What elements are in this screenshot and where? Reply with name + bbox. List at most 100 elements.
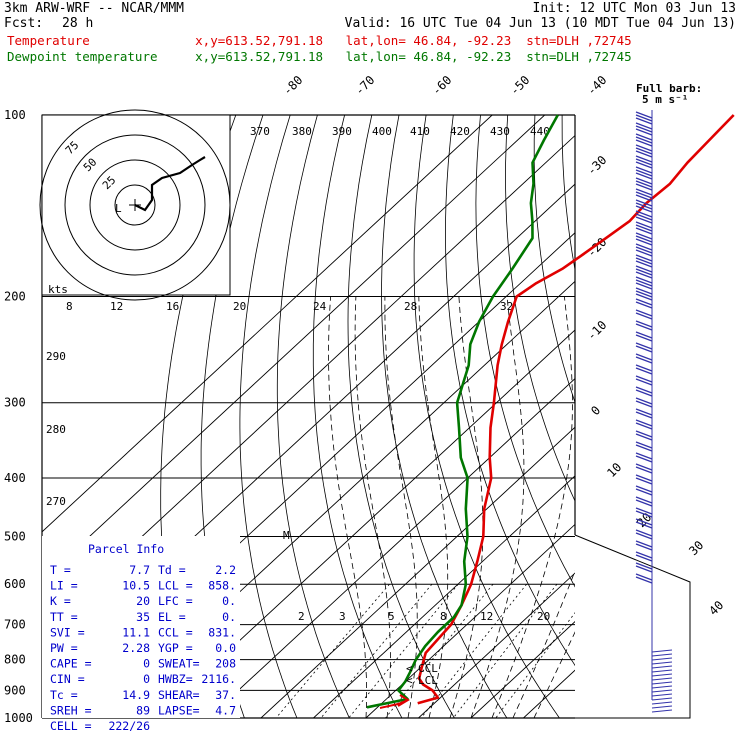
- theta-label: 380: [292, 125, 312, 138]
- parcel-info-label: LAPSE=: [158, 703, 200, 717]
- frame-right-lower: [574, 534, 691, 719]
- parcel-info-label: CCL =: [158, 625, 193, 639]
- parcel-info-value: 0.: [222, 610, 236, 624]
- isotherm-label: -10: [584, 318, 609, 343]
- wind-barb: [635, 444, 653, 452]
- wind-barb: [635, 499, 653, 507]
- wind-barb: [635, 202, 653, 210]
- wind-barb: [651, 697, 673, 701]
- lcl-marker: LCL: [418, 674, 438, 687]
- mixing-ratio-label: 20: [537, 610, 550, 623]
- wind-barb: [635, 452, 653, 460]
- wind-barb: [635, 356, 653, 364]
- wind-barb: [635, 191, 653, 199]
- ccl-marker: CCL: [418, 662, 438, 675]
- moist-adiabat-line: [449, 296, 484, 718]
- wind-barb: [635, 389, 653, 397]
- parcel-info-label: Td =: [158, 563, 186, 577]
- moist-adiabat-line: [533, 631, 575, 718]
- speed-label: 8: [66, 300, 73, 313]
- speed-label: 20: [233, 300, 246, 313]
- parcel-info-value: 2.2: [215, 563, 236, 577]
- wind-barb: [651, 665, 673, 669]
- parcel-info-label: HWBZ=: [158, 672, 193, 686]
- parcel-info-label: YGP =: [158, 641, 193, 655]
- dry-adiabat-line: [413, 115, 560, 718]
- pressure-label: 100: [4, 108, 26, 122]
- dry-adiabat-line: [533, 115, 575, 404]
- wind-barb: [635, 433, 653, 441]
- dry-adiabat-line: [276, 115, 350, 718]
- isotherm-line: [155, 329, 575, 718]
- parcel-info-label: TT =: [50, 610, 78, 624]
- wind-barb: [635, 496, 653, 504]
- wind-barb: [635, 122, 653, 130]
- header-dewpoint-line: Dewpoint temperature x,y=613.52,791.18 l…: [7, 49, 632, 64]
- wind-barb: [635, 235, 653, 243]
- isotherm-label: 10: [604, 460, 624, 480]
- pressure-label: 200: [4, 290, 26, 304]
- pressure-label: 700: [4, 618, 26, 632]
- dewpoint-trace: [366, 114, 559, 709]
- mixing-ratio-label: 3: [339, 610, 346, 623]
- isotherm-label: 0: [588, 403, 603, 418]
- wind-barb: [635, 128, 653, 136]
- dry-adiabat-line: [445, 115, 575, 667]
- wind-barb: [635, 227, 653, 235]
- theta-label: 370: [250, 125, 270, 138]
- theta-label: 400: [372, 125, 392, 138]
- dry-adiabat-line: [725, 115, 740, 718]
- wind-barb: [635, 419, 653, 427]
- wind-barb: [635, 139, 653, 147]
- wind-barb: [635, 562, 653, 570]
- pressure-label: 900: [4, 683, 26, 697]
- wind-barb: [635, 213, 653, 221]
- wind-barb: [635, 397, 653, 405]
- wind-barb: [635, 216, 653, 224]
- wind-barb: [651, 649, 673, 653]
- isotherm-line: [313, 475, 575, 718]
- mixing-ratio-line: [495, 612, 575, 718]
- wind-barb: [651, 693, 673, 697]
- wind-barb: [635, 238, 653, 246]
- header-init: Init: 12 UTC Mon 03 Jun 13: [532, 1, 737, 16]
- wind-barb: [635, 205, 653, 213]
- isotherm-label: -50: [507, 73, 532, 98]
- wind-barb: [635, 158, 653, 166]
- wind-barb: [635, 488, 653, 496]
- wind-barb: [635, 441, 653, 449]
- parcel-info-value: 0.0: [215, 641, 236, 655]
- wind-barb: [635, 254, 653, 262]
- isotherm-line: [576, 115, 740, 718]
- wind-barb: [635, 510, 653, 518]
- isotherm-label: -40: [584, 73, 609, 98]
- wind-barb: [651, 701, 673, 705]
- header-valid: Valid: 16 UTC Tue 04 Jun 13 (10 MDT Tue …: [344, 16, 736, 31]
- parcel-info-title: Parcel Info: [88, 542, 164, 556]
- wind-barb: [635, 554, 653, 562]
- wind-barb: [651, 709, 673, 713]
- wind-barb: [635, 117, 653, 125]
- isotherm-line: [523, 669, 575, 718]
- wind-note-label: Full barb:: [636, 82, 702, 95]
- mixing-ratio-line: [320, 583, 433, 718]
- wind-barb: [635, 243, 653, 251]
- wind-barb: [635, 345, 653, 353]
- dry-adiabat-line: [505, 115, 575, 502]
- mixing-ratio-line: [275, 583, 390, 718]
- parcel-info-label: LFC =: [158, 594, 193, 608]
- parcel-info-label: CELL =: [50, 719, 92, 733]
- wind-barb: [635, 133, 653, 141]
- wind-barb: [635, 301, 653, 309]
- wind-barb: [635, 268, 653, 276]
- wind-barb: [635, 180, 653, 188]
- parcel-info-label: T =: [50, 563, 71, 577]
- isotherm-label: 30: [686, 538, 706, 558]
- wind-barb: [635, 411, 653, 419]
- pressure-label: 1000: [4, 711, 33, 725]
- wind-barb: [635, 400, 653, 408]
- dry-adiabat-line: [381, 115, 508, 718]
- wind-barb: [635, 246, 653, 254]
- wind-barb: [635, 188, 653, 196]
- wind-barb: [635, 183, 653, 191]
